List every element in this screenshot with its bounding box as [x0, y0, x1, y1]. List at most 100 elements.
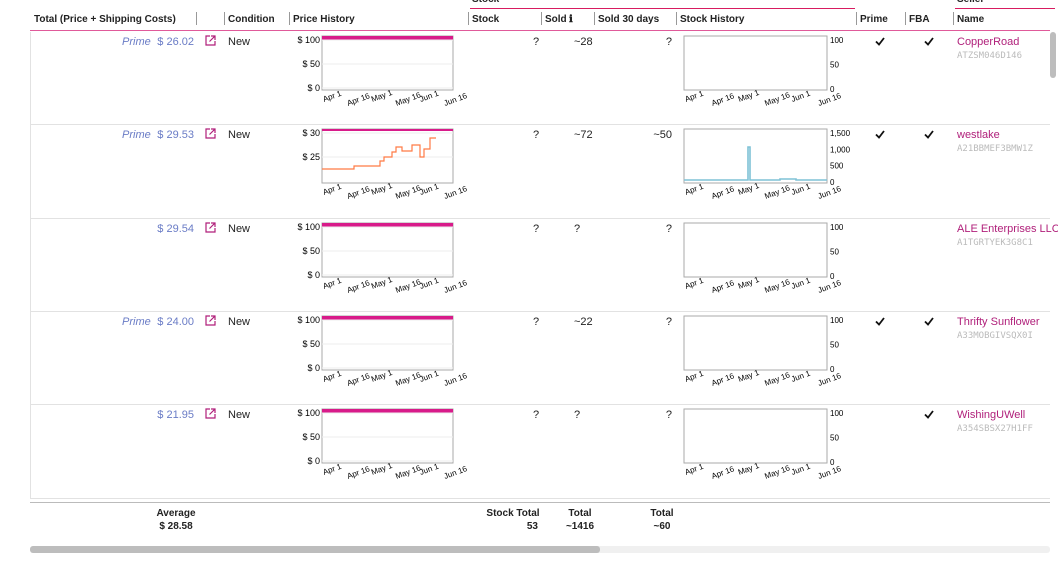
- y-tick-label: 50: [830, 247, 839, 256]
- y-tick-label: $ 50: [302, 246, 320, 256]
- average: $ 28.58: [159, 521, 193, 532]
- y-tick-label: 100: [830, 36, 844, 45]
- external-link-icon[interactable]: [205, 315, 216, 326]
- sold-total-label: Total: [568, 508, 592, 519]
- chart-top-band: [322, 129, 453, 132]
- x-tick-label: Apr 16: [346, 184, 372, 201]
- column-separator: [905, 12, 906, 25]
- x-tick-label: Jun 16: [443, 91, 469, 108]
- x-tick-label: Apr 1: [322, 369, 344, 384]
- y-tick-label: $ 100: [297, 35, 320, 45]
- column-separator: [468, 12, 469, 25]
- external-link-icon[interactable]: [205, 128, 216, 139]
- fba-check: [924, 130, 934, 140]
- column-header[interactable]: Sold 30 days: [598, 14, 660, 25]
- check-path: [875, 130, 885, 140]
- check-path: [875, 317, 885, 326]
- y-tick-label: 100: [830, 223, 844, 232]
- seller-name[interactable]: westlake: [957, 129, 1000, 142]
- row-rule: [30, 217, 1050, 219]
- chart-top-band: [322, 222, 453, 227]
- sold30-total: ~60: [653, 521, 671, 532]
- icon-path: [205, 315, 216, 326]
- y-tick-label: $ 100: [297, 408, 320, 418]
- sold-30: ~50: [653, 129, 672, 142]
- x-tick-label: Jun 1: [790, 462, 812, 477]
- icon-path: [205, 221, 216, 233]
- table-left-border: [30, 32, 31, 498]
- y-tick-label: 0: [830, 85, 835, 94]
- y-tick-label: $ 50: [302, 432, 320, 442]
- external-link-icon[interactable]: [205, 35, 216, 46]
- column-header[interactable]: Sold: [545, 14, 567, 25]
- column-header[interactable]: Prime: [860, 14, 888, 25]
- h-scrollbar[interactable]: [30, 546, 600, 553]
- x-tick-label: Apr 16: [710, 184, 736, 201]
- chart-frame: [683, 128, 828, 184]
- seller-name[interactable]: ALE Enterprises LLC: [957, 222, 1058, 235]
- seller-name[interactable]: CopperRoad: [957, 36, 1020, 48]
- sold30-total-label: Total: [650, 508, 674, 519]
- y-tick-label: 100: [830, 409, 844, 418]
- column-header[interactable]: Stock: [472, 14, 500, 25]
- column-header[interactable]: Condition: [228, 14, 275, 25]
- column-separator: [541, 12, 542, 25]
- y-tick-label: 500: [830, 162, 844, 171]
- prime-label: Prime: [122, 36, 151, 48]
- prime-check: [875, 130, 885, 140]
- column-header[interactable]: Total (Price + Shipping Costs): [34, 14, 176, 25]
- x-tick-label: May 16: [394, 184, 422, 202]
- column-header[interactable]: Stock History: [680, 14, 745, 25]
- x-tick-label: Jun 16: [443, 464, 469, 481]
- y-tick-label: $ 50: [302, 59, 320, 69]
- column-separator: [953, 12, 954, 25]
- column-header[interactable]: FBA: [909, 14, 930, 25]
- seller-name[interactable]: Thrifty Sunflower: [957, 315, 1040, 328]
- check-path: [924, 410, 934, 420]
- chart-frame: [683, 315, 828, 371]
- sold-total: ~1416: [565, 521, 595, 532]
- x-tick-label: Apr 16: [346, 91, 372, 108]
- stock-total: 53: [526, 521, 538, 532]
- column-header[interactable]: Price History: [293, 14, 355, 25]
- chart-frame: [321, 315, 454, 371]
- external-link-icon[interactable]: [205, 221, 216, 233]
- y-tick-label: $ 100: [297, 222, 320, 232]
- y-tick-label: 50: [830, 340, 839, 349]
- seller-name[interactable]: WishingUWell: [957, 409, 1026, 422]
- x-tick-label: Jun 1: [790, 182, 812, 197]
- x-tick-label: Apr 1: [322, 89, 344, 104]
- condition: New: [228, 36, 251, 48]
- x-tick-label: May 16: [763, 463, 791, 481]
- y-tick-label: $ 25: [302, 152, 320, 162]
- y-tick-label: $ 50: [302, 339, 320, 349]
- fba-check: [924, 410, 934, 420]
- sold: ~72: [574, 129, 593, 142]
- x-tick-label: Apr 1: [684, 89, 706, 104]
- x-tick-label: Apr 1: [322, 182, 344, 197]
- stock: ?: [533, 409, 540, 422]
- column-header[interactable]: Name: [957, 14, 985, 25]
- column-separator: [856, 12, 857, 25]
- x-tick-label: Apr 1: [684, 275, 706, 290]
- y-tick-label: 50: [830, 61, 839, 70]
- stock: ?: [533, 222, 540, 235]
- v-scrollbar[interactable]: [1050, 32, 1056, 78]
- x-tick-label: May 16: [394, 277, 422, 295]
- sold: ?: [574, 409, 581, 422]
- price: $ 24.00: [157, 315, 194, 328]
- chart-frame: [321, 35, 454, 91]
- footer-rule: [30, 502, 1050, 503]
- y-tick-label: 0: [830, 178, 835, 187]
- x-tick-label: Jun 16: [443, 278, 469, 295]
- group-header: Seller: [957, 0, 984, 5]
- chart-frame: [321, 128, 454, 184]
- column-separator: [224, 12, 225, 25]
- external-link-icon[interactable]: [205, 408, 216, 419]
